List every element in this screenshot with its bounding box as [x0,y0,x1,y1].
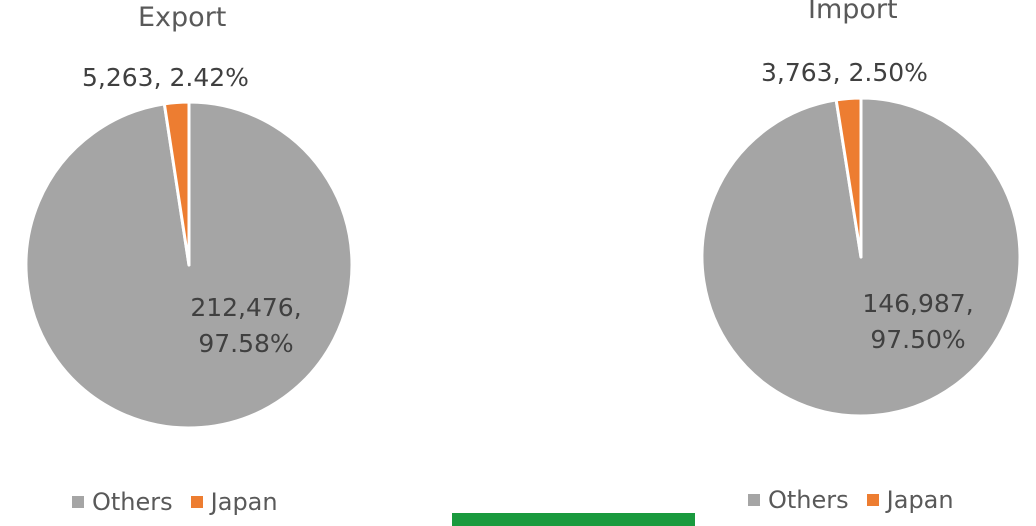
import-pie-chart [700,96,1022,418]
export-legend: Others Japan [72,488,296,516]
import-others-percent: 97.50% [870,325,966,354]
import-chart-title: Import [808,0,898,25]
legend-label-others: Others [768,486,849,514]
import-legend-japan: Japan [866,486,954,514]
import-legend-others: Others [748,486,849,514]
legend-label-others: Others [92,488,173,516]
pie-slice-japan [162,100,191,267]
import-japan-percent: 2.50% [848,58,928,87]
export-japan-value: 5,263, [82,63,162,92]
export-chart-title: Export [138,2,227,33]
export-japan-label: 5,263, 2.42% [82,60,249,96]
legend-swatch-japan [190,496,203,508]
export-others-label: 212,476, 97.58% [180,290,312,362]
export-legend-others: Others [72,488,173,516]
import-japan-label: 3,763, 2.50% [761,55,928,91]
pie-slice-japan [834,96,863,259]
export-pie-chart [24,100,354,430]
export-others-value: 212,476, [190,293,302,322]
import-others-value: 146,987, [862,289,974,318]
export-legend-japan: Japan [190,488,278,516]
legend-swatch-japan [866,494,879,506]
legend-label-japan: Japan [210,488,278,516]
export-japan-percent: 2.42% [169,63,249,92]
import-others-label: 146,987, 97.50% [852,286,984,358]
legend-label-japan: Japan [886,486,954,514]
import-legend: Others Japan [748,486,972,514]
green-bar [452,513,695,526]
import-japan-value: 3,763, [761,58,841,87]
export-others-percent: 97.58% [198,329,294,358]
legend-swatch-others [72,496,84,508]
legend-swatch-others [748,494,760,506]
